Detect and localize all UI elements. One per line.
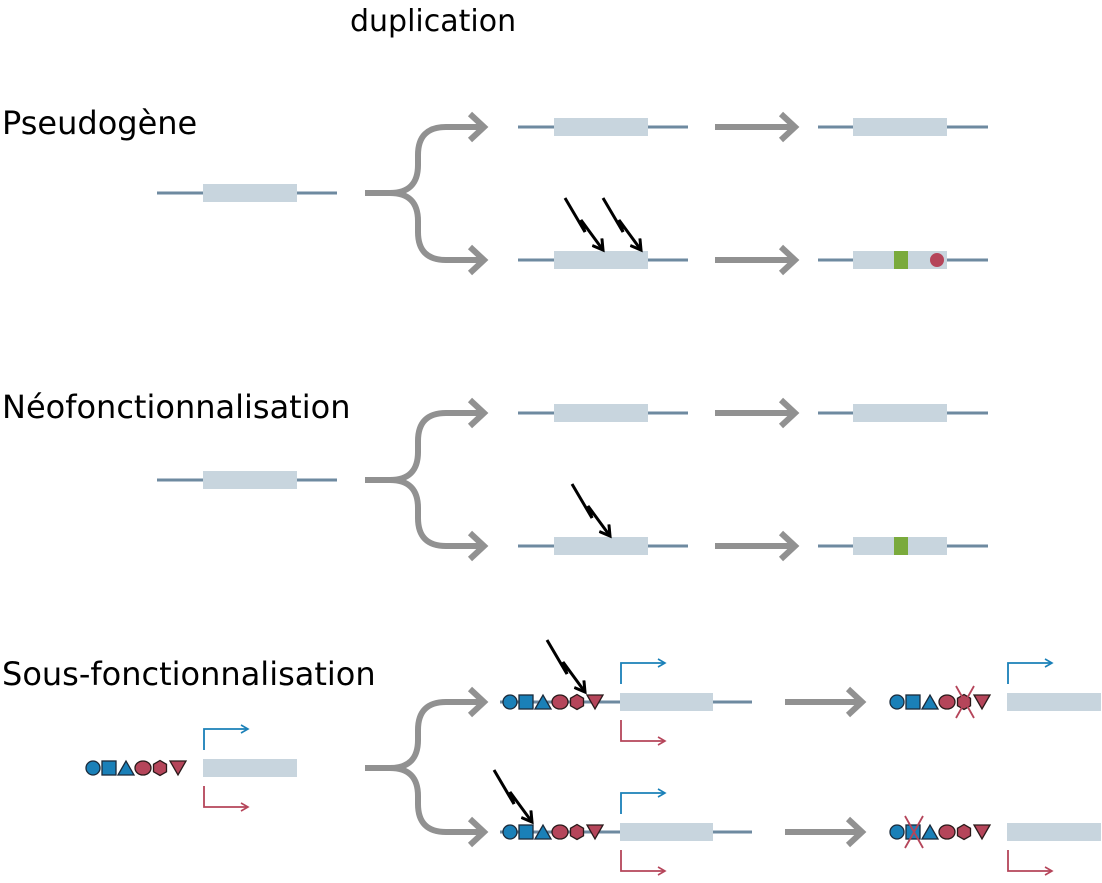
subfunctionalization-evolution-arrow-top-head bbox=[845, 686, 867, 718]
subfunctionalization-result2-regulatory-blue-circle bbox=[889, 824, 905, 840]
pseudogene-evolution-arrow-bottom-head bbox=[778, 244, 800, 276]
subfunctionalization-copy2-mutation-bolt bbox=[492, 769, 532, 822]
pseudogene-evolution-arrow-top-head bbox=[778, 111, 800, 143]
subfunctionalization-original-regulatory-red-inverted-triangle bbox=[168, 760, 188, 777]
pseudogene-copy2-gene-box bbox=[554, 251, 648, 269]
neofunctionalization-duplication-fork-bottom-branch bbox=[389, 477, 480, 549]
subfunctionalization-result1-cross bbox=[955, 685, 975, 719]
subfunctionalization-copy1-regulatory-red-circle bbox=[551, 694, 569, 710]
neofunctionalization-copy2-gene-box bbox=[554, 537, 648, 555]
subfunctionalization-result2-regulatory-red-hexagon bbox=[956, 823, 972, 841]
subfunctionalization-original-regulatory-red-hexagon bbox=[152, 759, 168, 777]
subfunctionalization-result2-regulatory-red-circle bbox=[938, 824, 956, 840]
section-label-pseudogene: Pseudogène bbox=[2, 104, 198, 142]
pseudogene-duplication-fork-top-branch bbox=[365, 124, 480, 196]
subfunctionalization-result1-regulatory-blue-square bbox=[905, 694, 921, 710]
subfunctionalization-copy1-regulatory-blue-square bbox=[518, 694, 534, 710]
subfunctionalization-original-regulatory-red-circle bbox=[134, 760, 152, 776]
subfunctionalization-duplication-fork-top-branch bbox=[365, 699, 480, 771]
subfunctionalization-copy2-regulatory-blue-triangle bbox=[533, 823, 553, 840]
subfunctionalization-copy2-regulatory-blue-circle bbox=[502, 824, 518, 840]
subfunctionalization-result2-regulatory-red-inverted-triangle bbox=[972, 824, 992, 841]
subfunctionalization-result2-red-promoter bbox=[1007, 850, 1054, 876]
subfunctionalization-original-gene-box bbox=[203, 759, 297, 777]
subfunctionalization-original-regulatory-blue-triangle bbox=[116, 759, 136, 776]
subfunctionalization-result1-blue-promoter bbox=[1007, 658, 1054, 684]
subfunctionalization-result2-cross bbox=[904, 815, 924, 849]
subfunctionalization-copy1-regulatory-blue-circle bbox=[502, 694, 518, 710]
neofunctionalization-duplication-fork-top-head bbox=[467, 397, 489, 429]
section-label-subfunctionalization: Sous-fonctionnalisation bbox=[2, 655, 376, 693]
subfunctionalization-copy1-regulatory-red-hexagon bbox=[569, 693, 585, 711]
subfunctionalization-copy2-regulatory-red-circle bbox=[551, 824, 569, 840]
pseudogene-copy1-gene-box bbox=[554, 118, 648, 136]
subfunctionalization-copy2-gene-box bbox=[620, 823, 713, 841]
subfunctionalization-copy1-blue-promoter bbox=[620, 658, 667, 684]
subfunctionalization-original-blue-promoter bbox=[203, 724, 250, 750]
neofunctionalization-copy1-gene-box bbox=[554, 404, 648, 422]
subfunctionalization-evolution-arrow-bottom-head bbox=[845, 816, 867, 848]
subfunctionalization-copy2-regulatory-red-inverted-triangle bbox=[585, 824, 605, 841]
neofunctionalization-duplication-fork-top-branch bbox=[365, 410, 480, 483]
neofunctionalization-green-mutation-mark bbox=[894, 537, 908, 555]
pseudogene-green-mutation-mark bbox=[894, 251, 908, 269]
subfunctionalization-copy2-red-promoter bbox=[620, 850, 667, 876]
neofunctionalization-original-gene-box bbox=[203, 471, 297, 489]
subfunctionalization-duplication-fork-bottom-branch bbox=[389, 765, 480, 835]
neofunctionalization-evolution-arrow-top-head bbox=[778, 397, 800, 429]
subfunctionalization-original-regulatory-blue-circle bbox=[85, 760, 101, 776]
subfunctionalization-result1-regulatory-red-circle bbox=[938, 694, 956, 710]
subfunctionalization-copy2-regulatory-red-hexagon bbox=[569, 823, 585, 841]
subfunctionalization-copy2-blue-promoter bbox=[620, 788, 667, 814]
subfunctionalization-result2-regulatory-blue-triangle bbox=[920, 823, 940, 840]
subfunctionalization-original-red-promoter bbox=[203, 786, 250, 812]
subfunctionalization-copy1-regulatory-blue-triangle bbox=[533, 693, 553, 710]
subfunctionalization-result1-regulatory-red-inverted-triangle bbox=[972, 694, 992, 711]
subfunctionalization-result1-gene-box bbox=[1007, 693, 1101, 711]
subfunctionalization-result1-regulatory-blue-triangle bbox=[920, 693, 940, 710]
pseudogene-original-gene-box bbox=[203, 184, 297, 202]
subfunctionalization-duplication-fork-bottom-head bbox=[467, 816, 489, 848]
pseudogene-duplication-fork-top-head bbox=[467, 111, 489, 143]
pseudogene-red-mutation-dot bbox=[930, 253, 944, 267]
subfunctionalization-copy2-regulatory-blue-square bbox=[518, 824, 534, 840]
neofunctionalization-evolution-arrow-bottom-head bbox=[778, 530, 800, 562]
pseudogene-duplication-fork-bottom-branch bbox=[389, 190, 480, 263]
section-label-neofunctionalization: Néofonctionnalisation bbox=[2, 388, 351, 426]
subfunctionalization-copy1-gene-box bbox=[620, 693, 713, 711]
neofunctionalization-duplication-fork-bottom-head bbox=[467, 530, 489, 562]
pseudogene-mutation-bolt-2 bbox=[601, 197, 641, 250]
pseudogene-mutation-bolt-1 bbox=[563, 197, 603, 250]
pseudogene-duplication-fork-bottom-head bbox=[467, 244, 489, 276]
subfunctionalization-result1-regulatory-blue-circle bbox=[889, 694, 905, 710]
subfunctionalization-copy1-red-promoter bbox=[620, 720, 667, 746]
diagram-title: duplication bbox=[350, 4, 517, 39]
subfunctionalization-copy1-mutation-bolt bbox=[545, 639, 585, 692]
neofunctionalization-result-gene-top-box bbox=[853, 404, 947, 422]
neofunctionalization-mutation-bolt bbox=[570, 483, 610, 536]
subfunctionalization-copy1-regulatory-red-inverted-triangle bbox=[585, 694, 605, 711]
subfunctionalization-result2-gene-box bbox=[1007, 823, 1101, 841]
subfunctionalization-duplication-fork-top-head bbox=[467, 686, 489, 718]
subfunctionalization-original-regulatory-blue-square bbox=[101, 760, 117, 776]
pseudogene-result-gene-top-box bbox=[853, 118, 947, 136]
